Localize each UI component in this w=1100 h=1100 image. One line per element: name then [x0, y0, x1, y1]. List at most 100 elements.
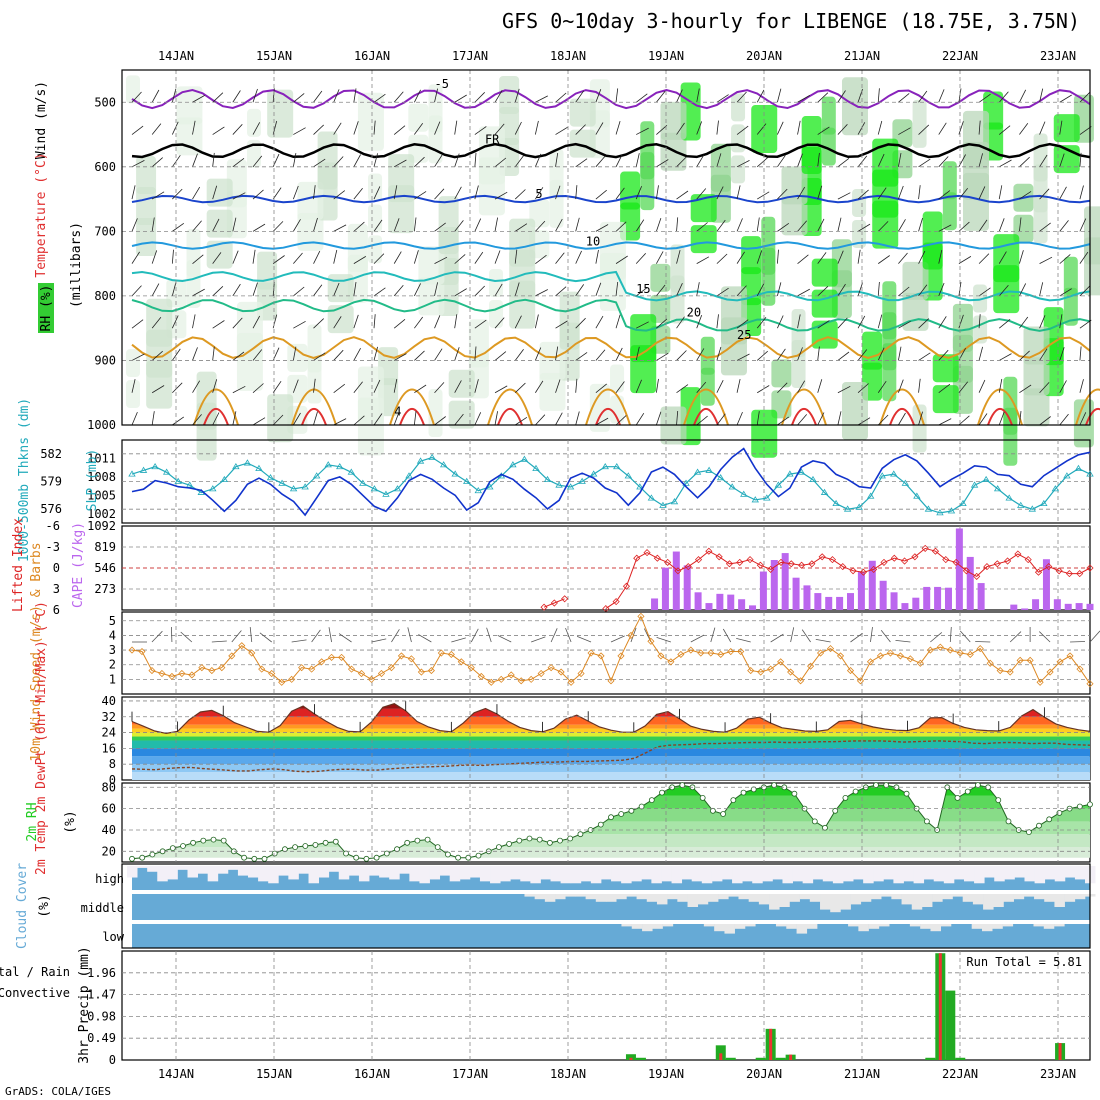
thickness-point: [901, 479, 910, 486]
wind-barb: [837, 351, 850, 361]
wind-barb: [797, 288, 810, 297]
wind-barb: [434, 256, 448, 264]
wind-frame: [121, 611, 1091, 695]
wind-barb: [716, 413, 726, 426]
thickness-point: [324, 461, 332, 468]
cloud-cell: [626, 894, 637, 897]
thickness-point: [1017, 501, 1025, 508]
thickness-point: [993, 485, 1002, 492]
rh-shading: [670, 244, 685, 293]
wind-barb: [454, 288, 467, 297]
cloud-cell: [893, 866, 904, 884]
wind-barb: [192, 186, 201, 200]
wind-barb: [877, 347, 885, 361]
cloud-layer-label: middle: [81, 901, 124, 915]
rh-band: [132, 821, 1090, 835]
wind-barb: [313, 217, 318, 232]
dewpt-line: [131, 740, 1091, 773]
wind-barb: [413, 217, 417, 232]
rh-shading: [489, 269, 504, 297]
legend-convective: Convective: [0, 986, 70, 1000]
rh-shading: [660, 101, 687, 140]
isotherm-label: 5: [535, 187, 542, 201]
thickness-point: [174, 477, 182, 484]
thickness-point: [959, 499, 967, 507]
cloud-cell: [962, 894, 974, 902]
wind-barb: [393, 185, 398, 200]
cape-bar: [1042, 559, 1050, 610]
cloud-cell: [157, 866, 168, 882]
wind-barb: [212, 412, 220, 426]
surface-wind-barb: [470, 628, 479, 643]
wind-barb: [474, 126, 487, 135]
surface-wind-barb: [451, 637, 466, 643]
cloud-cell: [853, 866, 864, 880]
cloud-cell: [671, 866, 683, 884]
wind-barb: [252, 223, 266, 232]
isotherm-label: 10: [586, 235, 600, 249]
cape-bar: [1086, 603, 1094, 610]
wind-barb: [373, 153, 378, 167]
li-point: [921, 544, 929, 552]
wind-barb: [333, 418, 347, 426]
wind-barb: [898, 412, 906, 426]
rh-point: [322, 839, 329, 846]
cloud-cell: [318, 866, 330, 878]
thickness-point: [162, 468, 171, 475]
wind-barb: [353, 121, 359, 135]
cape-bar: [879, 580, 887, 610]
rh-point: [506, 841, 513, 847]
wind-barb: [635, 219, 645, 232]
wind-barb: [817, 152, 820, 167]
bottom-date-label: 23JAN: [1040, 1067, 1076, 1081]
wind-barb: [696, 415, 708, 426]
cloud-cell: [732, 866, 743, 884]
hot-contour: [497, 407, 523, 426]
wind-barb: [817, 412, 825, 426]
surface-wind-barb: [371, 638, 387, 643]
wind-barb: [998, 318, 1011, 329]
wind-speed-point: [1066, 652, 1074, 660]
cloud-cell: [772, 866, 783, 880]
wind-barb: [454, 220, 464, 232]
cloud-cell: [971, 924, 983, 929]
cloud-cell: [832, 866, 844, 884]
wind-speed-point: [1006, 668, 1014, 676]
wind-barb: [131, 319, 144, 329]
wind-barb: [676, 249, 681, 264]
wind-barb: [131, 379, 136, 393]
slp-tick: 1008: [87, 470, 116, 484]
wind-barb: [232, 250, 239, 264]
cloud-cell: [822, 866, 834, 882]
li-point: [962, 567, 970, 575]
cross-section-frame: [121, 69, 1091, 426]
isotherm-5: [131, 194, 1091, 204]
cloud-cell: [621, 924, 632, 927]
ylabel-temperature: Temperature (°C): [34, 152, 49, 277]
rh-point: [567, 835, 574, 842]
cloud-cell: [379, 866, 390, 878]
wind-speed-point: [876, 652, 885, 660]
li-point: [684, 563, 692, 571]
wind-barb: [434, 382, 445, 393]
thickness-point: [382, 490, 390, 497]
cape-bar: [814, 593, 822, 610]
wind-barb: [555, 152, 559, 167]
wind-barb: [898, 93, 910, 103]
wind-barb: [857, 349, 868, 361]
wind-barb: [857, 155, 868, 168]
wind-barb: [171, 121, 179, 135]
wind-barb: [998, 185, 1003, 200]
cloud-cell: [878, 924, 890, 927]
cloud-cell: [524, 894, 535, 897]
wind-speed-point: [417, 668, 425, 676]
cloud-cell: [728, 894, 739, 897]
wind-barb: [575, 90, 585, 103]
wind-speed-point: [238, 642, 246, 650]
rh-shading: [539, 341, 566, 380]
wind-barb: [494, 217, 498, 232]
li-tick: 6: [53, 603, 60, 617]
surface-wind-barb: [211, 640, 227, 643]
rh-point: [353, 854, 360, 861]
wind-speed-point: [138, 647, 146, 656]
